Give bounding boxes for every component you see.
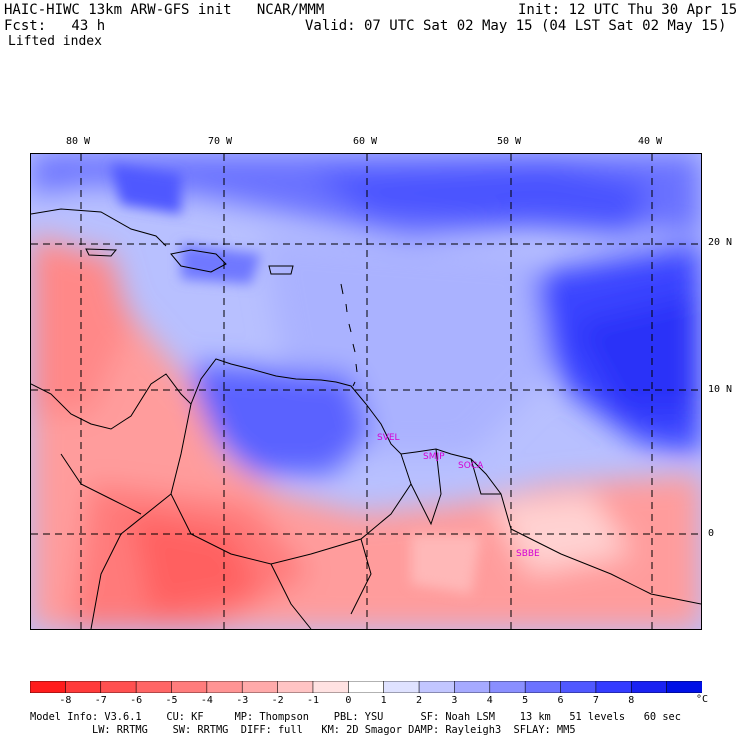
colorbar-segment bbox=[524, 681, 562, 693]
colorbar-segment bbox=[595, 681, 633, 693]
colorbar-segment bbox=[135, 681, 173, 693]
colorbar-segment bbox=[277, 681, 314, 693]
lon-label-40w: 40 W bbox=[638, 136, 663, 147]
colorbar-tick-label: -4 bbox=[200, 695, 213, 706]
colorbar-segment bbox=[65, 681, 102, 693]
colorbar-tick-label: 0 bbox=[345, 695, 352, 706]
colorbar-segment bbox=[630, 681, 668, 693]
colorbar-segment bbox=[241, 681, 279, 693]
colorbar-unit: °C bbox=[696, 694, 709, 705]
colorbar-segment bbox=[206, 681, 244, 693]
colorbar-tick-label: 1 bbox=[380, 695, 387, 706]
colorbar-tick-label: 3 bbox=[451, 695, 458, 706]
colorbar-segment bbox=[30, 681, 67, 693]
model-info-line1: Model Info: V3.6.1 CU: KF MP: Thompson P… bbox=[30, 711, 681, 723]
colorbar-segment bbox=[418, 681, 456, 693]
colorbar-segment bbox=[383, 681, 420, 693]
colorbar-tick-label: 2 bbox=[416, 695, 423, 706]
colorbar-tick-label: 6 bbox=[557, 695, 564, 706]
forecast-hour: Fcst: 43 h bbox=[4, 18, 106, 34]
field-name: Lifted index bbox=[8, 34, 102, 49]
map-canvas bbox=[31, 154, 701, 629]
lon-label-80w: 80 W bbox=[66, 136, 91, 147]
colorbar-segment bbox=[454, 681, 491, 693]
model-title: HAIC-HIWC 13km ARW-GFS init NCAR/MMM bbox=[4, 2, 325, 18]
colorbar-tick-label: 4 bbox=[486, 695, 493, 706]
colorbar-segment bbox=[560, 681, 597, 693]
colorbar-tick-label: 7 bbox=[592, 695, 599, 706]
lon-label-60w: 60 W bbox=[353, 136, 378, 147]
colorbar-segment bbox=[666, 681, 702, 693]
colorbar-tick-label: -1 bbox=[306, 695, 319, 706]
colorbar-tick-label: -7 bbox=[94, 695, 107, 706]
colorbar-tick-label: 8 bbox=[628, 695, 635, 706]
model-info-line2: LW: RRTMG SW: RRTMG DIFF: full KM: 2D Sm… bbox=[30, 724, 576, 736]
colorbar-tick-label: -5 bbox=[165, 695, 178, 706]
city-label-svel: SVEL bbox=[377, 433, 400, 443]
colorbar-segment bbox=[171, 681, 208, 693]
colorbar-segment bbox=[100, 681, 137, 693]
valid-time: Valid: 07 UTC Sat 02 May 15 (04 LST Sat … bbox=[305, 18, 727, 34]
lat-label-20n: 20 N bbox=[708, 237, 733, 248]
city-label-soca: SOCA bbox=[458, 461, 484, 471]
colorbar bbox=[30, 681, 702, 693]
colorbar-tick-label: -8 bbox=[59, 695, 72, 706]
init-time: Init: 12 UTC Thu 30 Apr 15 bbox=[518, 2, 738, 18]
lat-label-0: 0 bbox=[708, 528, 715, 539]
lon-label-70w: 70 W bbox=[208, 136, 233, 147]
city-label-sbbe: SBBE bbox=[516, 549, 540, 559]
colorbar-segment bbox=[489, 681, 526, 693]
colorbar-tick-label: -2 bbox=[271, 695, 284, 706]
colorbar-tick-label: -6 bbox=[130, 695, 143, 706]
lon-label-50w: 50 W bbox=[497, 136, 522, 147]
lat-label-10n: 10 N bbox=[708, 384, 733, 395]
colorbar-segment bbox=[312, 681, 350, 693]
colorbar-segment bbox=[348, 681, 385, 693]
city-label-smjp: SMJP bbox=[423, 452, 445, 462]
colorbar-tick-label: -3 bbox=[236, 695, 249, 706]
lifted-index-map bbox=[30, 153, 702, 630]
colorbar-tick-label: 5 bbox=[522, 695, 529, 706]
